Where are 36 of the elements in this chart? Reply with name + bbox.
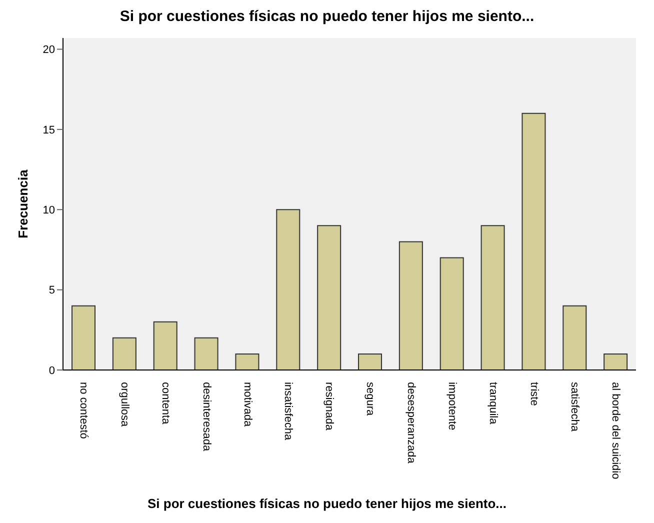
bar	[153, 321, 178, 370]
y-tick-label: 15	[42, 124, 55, 136]
x-tick-label: triste	[528, 382, 540, 406]
y-tick-label: 0	[48, 364, 55, 377]
bar	[235, 353, 260, 370]
bar	[480, 225, 505, 370]
bar	[276, 209, 300, 370]
x-tick-label: tranquila	[486, 382, 499, 426]
bar	[440, 257, 464, 370]
bar	[522, 112, 546, 370]
y-tick-label: 20	[42, 44, 55, 56]
chart-title: Si por cuestiones físicas no puedo tener hijos me siento...	[118, 8, 536, 27]
x-tick-label: desinteresada	[200, 382, 212, 452]
bar	[398, 241, 423, 370]
x-tick-label: resignada	[323, 382, 336, 432]
x-tick-label: segura	[364, 382, 376, 417]
x-tick-label: motivada	[241, 382, 254, 428]
x-tick-label: no contestó	[78, 382, 90, 439]
x-tick-label: desesperanzada	[404, 382, 417, 464]
x-tick-label: contenta	[159, 382, 172, 426]
bar	[194, 337, 218, 370]
x-tick-label: insatisfecha	[282, 382, 294, 441]
y-tick-label: 5	[48, 284, 55, 297]
bar	[112, 337, 136, 370]
bar	[604, 353, 628, 370]
bar	[562, 305, 587, 370]
x-tick-label: satisfecha	[568, 382, 581, 432]
x-axis-title: Si por cuestiones físicas no puedo tener hijos me siento...	[146, 496, 508, 511]
bar	[317, 225, 342, 370]
x-tick-label: al borde del suicidio	[610, 382, 622, 480]
y-axis-title: Frecuencia	[16, 168, 31, 238]
x-tick-label: orgullosa	[118, 382, 130, 428]
bar	[72, 305, 96, 370]
bar	[358, 353, 382, 370]
x-tick-label: impotente	[446, 382, 458, 430]
y-tick-label: 10	[42, 204, 55, 217]
